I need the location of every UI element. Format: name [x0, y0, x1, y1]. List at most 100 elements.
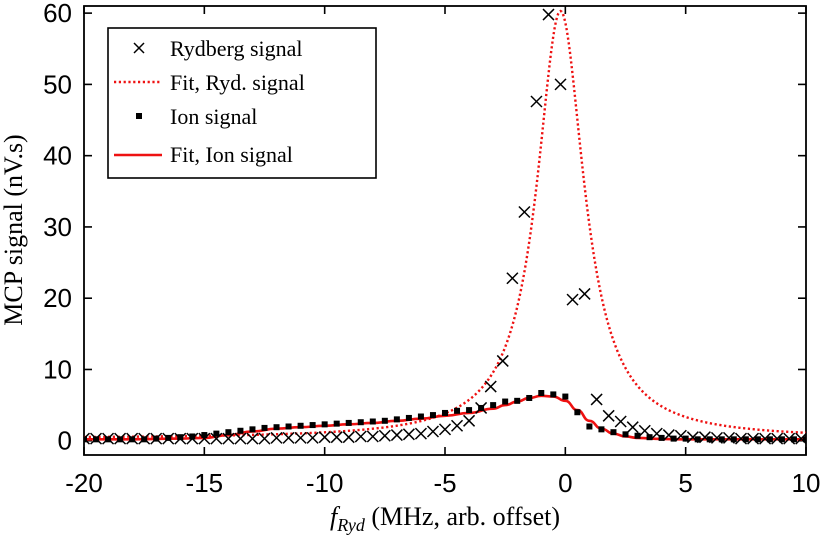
rydberg-point: [366, 430, 379, 443]
y-axis-title: MCP signal (nV.s): [0, 134, 28, 325]
ion-point: [333, 420, 340, 427]
rydberg-point: [162, 432, 175, 445]
ion-point: [634, 432, 641, 439]
rydberg-point: [282, 431, 295, 444]
legend-label-rydberg: Rydberg signal: [170, 36, 303, 61]
rydberg-point: [698, 431, 711, 444]
ion-point: [345, 419, 352, 426]
rydberg-point: [554, 78, 567, 91]
rydberg-point: [222, 432, 235, 445]
ion-point: [417, 413, 424, 420]
rydberg-point: [710, 431, 723, 444]
rydberg-point: [759, 432, 772, 445]
legend: Rydberg signal Fit, Ryd. signal Ion sign…: [107, 27, 377, 179]
rydberg-point: [783, 432, 796, 445]
rydberg-point: [496, 354, 509, 367]
rydberg-point: [542, 8, 555, 21]
x-axis-title: fRyd (MHz, arb. offset): [330, 502, 560, 535]
ion-point: [429, 412, 436, 419]
ion-point: [201, 432, 208, 439]
rydberg-point: [747, 432, 760, 445]
rydberg-point: [318, 431, 331, 444]
rydberg-point: [150, 432, 163, 445]
rydberg-point: [210, 432, 223, 445]
ion-point: [237, 427, 244, 434]
ion-point: [225, 429, 232, 436]
ion-point: [742, 436, 749, 443]
rydberg-point: [330, 431, 343, 444]
ion-point: [466, 407, 473, 414]
ion-point: [442, 409, 448, 416]
ion-point: [803, 436, 806, 443]
x-tick-label: 0: [558, 468, 572, 498]
ion-point: [297, 422, 304, 429]
rydberg-point: [294, 431, 307, 444]
ion-point: [610, 429, 617, 436]
rydberg-point: [426, 425, 439, 438]
rydberg-point: [451, 419, 464, 432]
rydberg-point: [578, 287, 591, 300]
y-tick-label: 40: [43, 141, 72, 171]
ion-point: [357, 419, 364, 426]
rydberg-point: [306, 431, 319, 444]
rydberg-point: [90, 432, 103, 445]
ion-point: [261, 424, 268, 431]
ion-point: [682, 435, 689, 442]
rydberg-point: [463, 414, 476, 427]
rydberg-point: [270, 431, 283, 444]
y-axis: 0 10 20 30 40 50 60: [43, 0, 806, 456]
rydberg-point: [771, 432, 784, 445]
x-tick-label: -20: [65, 468, 103, 498]
rydberg-point: [530, 95, 543, 108]
rydberg-point: [518, 205, 531, 219]
rydberg-point: [342, 431, 355, 444]
rydberg-point: [650, 427, 663, 440]
ion-point: [321, 421, 328, 428]
y-tick-label: 50: [43, 69, 72, 99]
rydberg-point: [378, 429, 391, 442]
rydberg-point: [354, 430, 367, 443]
rydberg-point: [174, 432, 187, 445]
ion-point: [622, 431, 629, 438]
rydberg-point: [475, 401, 488, 414]
rydberg-point: [566, 293, 579, 306]
rydberg-point: [186, 432, 199, 445]
x-tick-label: 5: [678, 468, 692, 498]
y-tick-label: 10: [43, 354, 72, 384]
rydberg-point: [198, 432, 211, 445]
rydberg-point: [722, 431, 736, 444]
x-tick-label: 10: [792, 468, 821, 498]
rydberg-point: [626, 421, 639, 434]
rydberg-point: [84, 432, 91, 445]
ion-point: [598, 426, 605, 433]
ion-point: [490, 402, 497, 409]
ion-point: [670, 435, 677, 442]
ion-point: [369, 418, 376, 425]
rydberg-point: [602, 409, 615, 422]
ion-point: [249, 426, 256, 433]
ion-point: [562, 393, 569, 400]
rydberg-point: [390, 429, 403, 442]
ion-point: [454, 407, 461, 414]
rydberg-point: [590, 393, 603, 406]
ion-point: [550, 391, 557, 398]
x-tick-label: -10: [306, 468, 344, 498]
ion-point: [766, 436, 773, 443]
ion-point: [273, 424, 280, 431]
ion-point: [189, 433, 196, 440]
ion-point: [718, 436, 725, 443]
ion-point: [574, 409, 581, 416]
ion-point: [177, 434, 184, 441]
ion-point: [778, 436, 785, 443]
rydberg-point: [484, 380, 497, 393]
rydberg-point: [402, 428, 415, 441]
x-axis-title-rest: (MHz, arb. offset): [365, 502, 560, 531]
ion-point: [381, 417, 388, 424]
rydberg-point: [662, 429, 675, 442]
x-tick-label: -15: [186, 468, 224, 498]
x-axis-title-subscript: Ryd: [336, 515, 366, 535]
legend-symbol-ion: [136, 113, 142, 119]
x-axis-title-symbol: f: [330, 502, 341, 531]
ion-point: [790, 436, 797, 443]
